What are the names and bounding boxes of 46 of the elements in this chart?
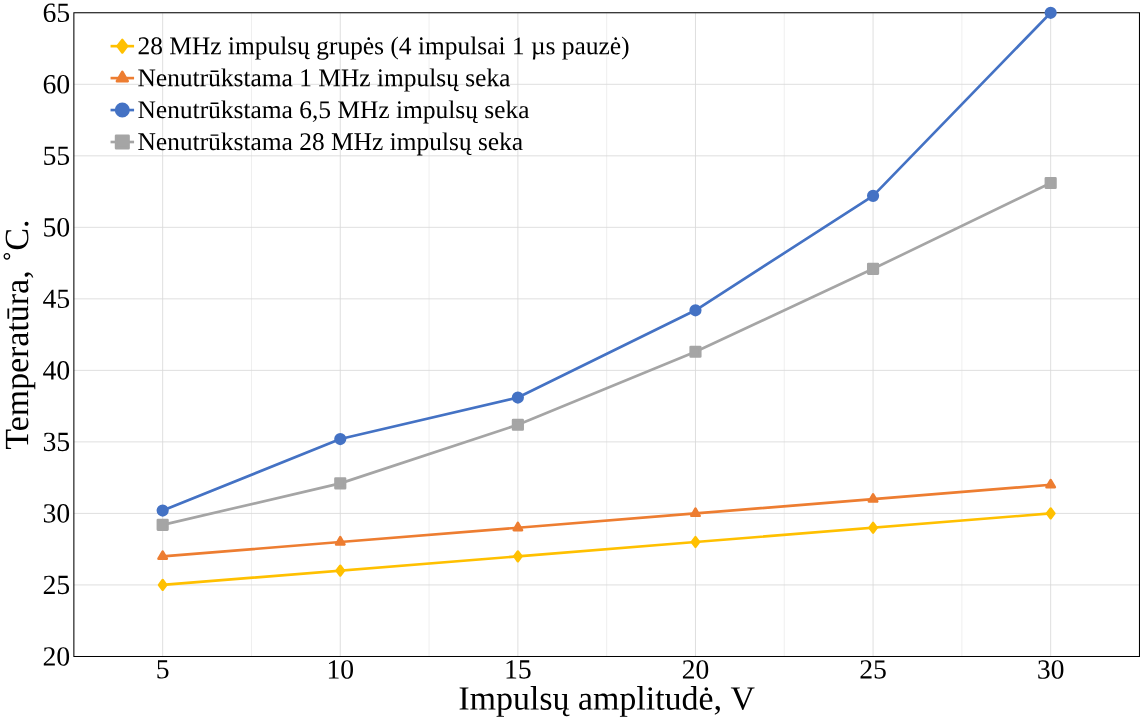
y-tick-label: 45 — [43, 289, 70, 308]
point — [690, 535, 701, 548]
y-tick-label: 55 — [44, 146, 70, 165]
y-tick-label: 30 — [43, 503, 70, 523]
y-tick-label: 50 — [44, 217, 70, 237]
point — [1045, 478, 1057, 489]
x-tick-label: 5 — [157, 660, 169, 679]
point — [866, 262, 880, 275]
x-tick-label: 15 — [506, 660, 531, 679]
point — [511, 418, 524, 431]
point — [334, 477, 347, 490]
point — [156, 518, 169, 531]
point — [512, 550, 523, 563]
point — [1045, 507, 1056, 520]
x-tick-label: 10 — [328, 660, 353, 679]
x-tick-label: 25 — [860, 660, 886, 679]
y-tick-label: 65 — [43, 3, 70, 22]
point — [689, 304, 702, 317]
point — [334, 432, 347, 445]
point — [868, 521, 878, 534]
y-axis-title: Temperatūra, ˚C. — [3, 221, 36, 449]
x-axis-title: Impulsų amplitudė, V — [459, 685, 755, 717]
x-tick-label: 30 — [1038, 660, 1064, 679]
legend-label: 28 MHz impulsų grupės (4 impulsai 1 µs pauzė) — [138, 36, 629, 60]
y-tick-label: 25 — [43, 575, 70, 595]
x-tick-label: 20 — [682, 660, 709, 679]
point — [511, 391, 524, 404]
legend-label: Nenutrūkstama 28 MHz impulsų seka — [138, 132, 523, 156]
point — [334, 535, 346, 546]
legend-label: Nenutrūkstama 6,5 MHz impulsų seka — [138, 100, 530, 124]
point — [1044, 176, 1057, 189]
point — [689, 345, 702, 358]
point — [157, 578, 168, 591]
y-tick-label: 60 — [43, 74, 70, 94]
point — [512, 521, 524, 532]
y-tick-label: 20 — [43, 646, 70, 666]
y-tick-label: 40 — [43, 360, 70, 380]
legend-label: Nenutrūkstama 1 MHz impulsų seka — [138, 68, 511, 92]
point — [867, 492, 879, 503]
y-tick-label: 35 — [43, 432, 70, 451]
point — [866, 189, 880, 202]
point — [157, 550, 169, 560]
point — [690, 507, 701, 517]
point — [1044, 6, 1057, 19]
point — [156, 504, 169, 517]
point — [335, 564, 346, 577]
